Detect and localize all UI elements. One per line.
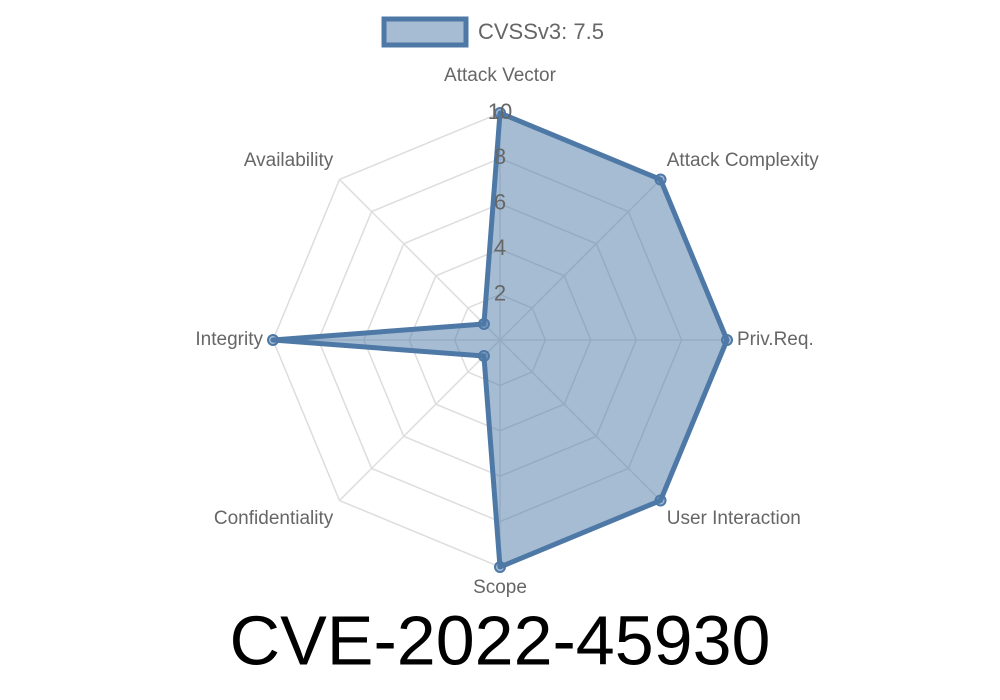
legend-label: CVSSv3: 7.5 [478,19,604,44]
data-point [494,107,506,119]
r-tick-label: 10 [488,99,512,124]
axis-label: User Interaction [667,508,801,529]
axis-label: Priv.Req. [737,329,814,350]
r-tick-label: 4 [494,235,506,260]
data-point [654,173,667,186]
data-point [654,494,667,507]
chart-title: CVE-2022-45930 [230,601,771,679]
axis-label: Attack Complexity [667,150,820,171]
axis-label: Integrity [195,329,263,350]
data-point [477,317,490,330]
axis-label: Scope [473,577,527,598]
data-point [267,334,279,346]
axis-label: Attack Vector [444,65,557,86]
data-point [721,334,733,346]
legend-swatch [381,16,469,48]
axis-spoke [338,178,501,341]
axis-label: Availability [244,150,334,171]
data-point [477,350,490,363]
r-tick-label: 6 [494,190,506,215]
axis-spoke [338,339,501,502]
r-tick-label: 2 [494,280,506,305]
r-tick-label: 8 [494,144,506,169]
axis-label: Confidentiality [214,508,334,529]
data-point [494,561,506,573]
